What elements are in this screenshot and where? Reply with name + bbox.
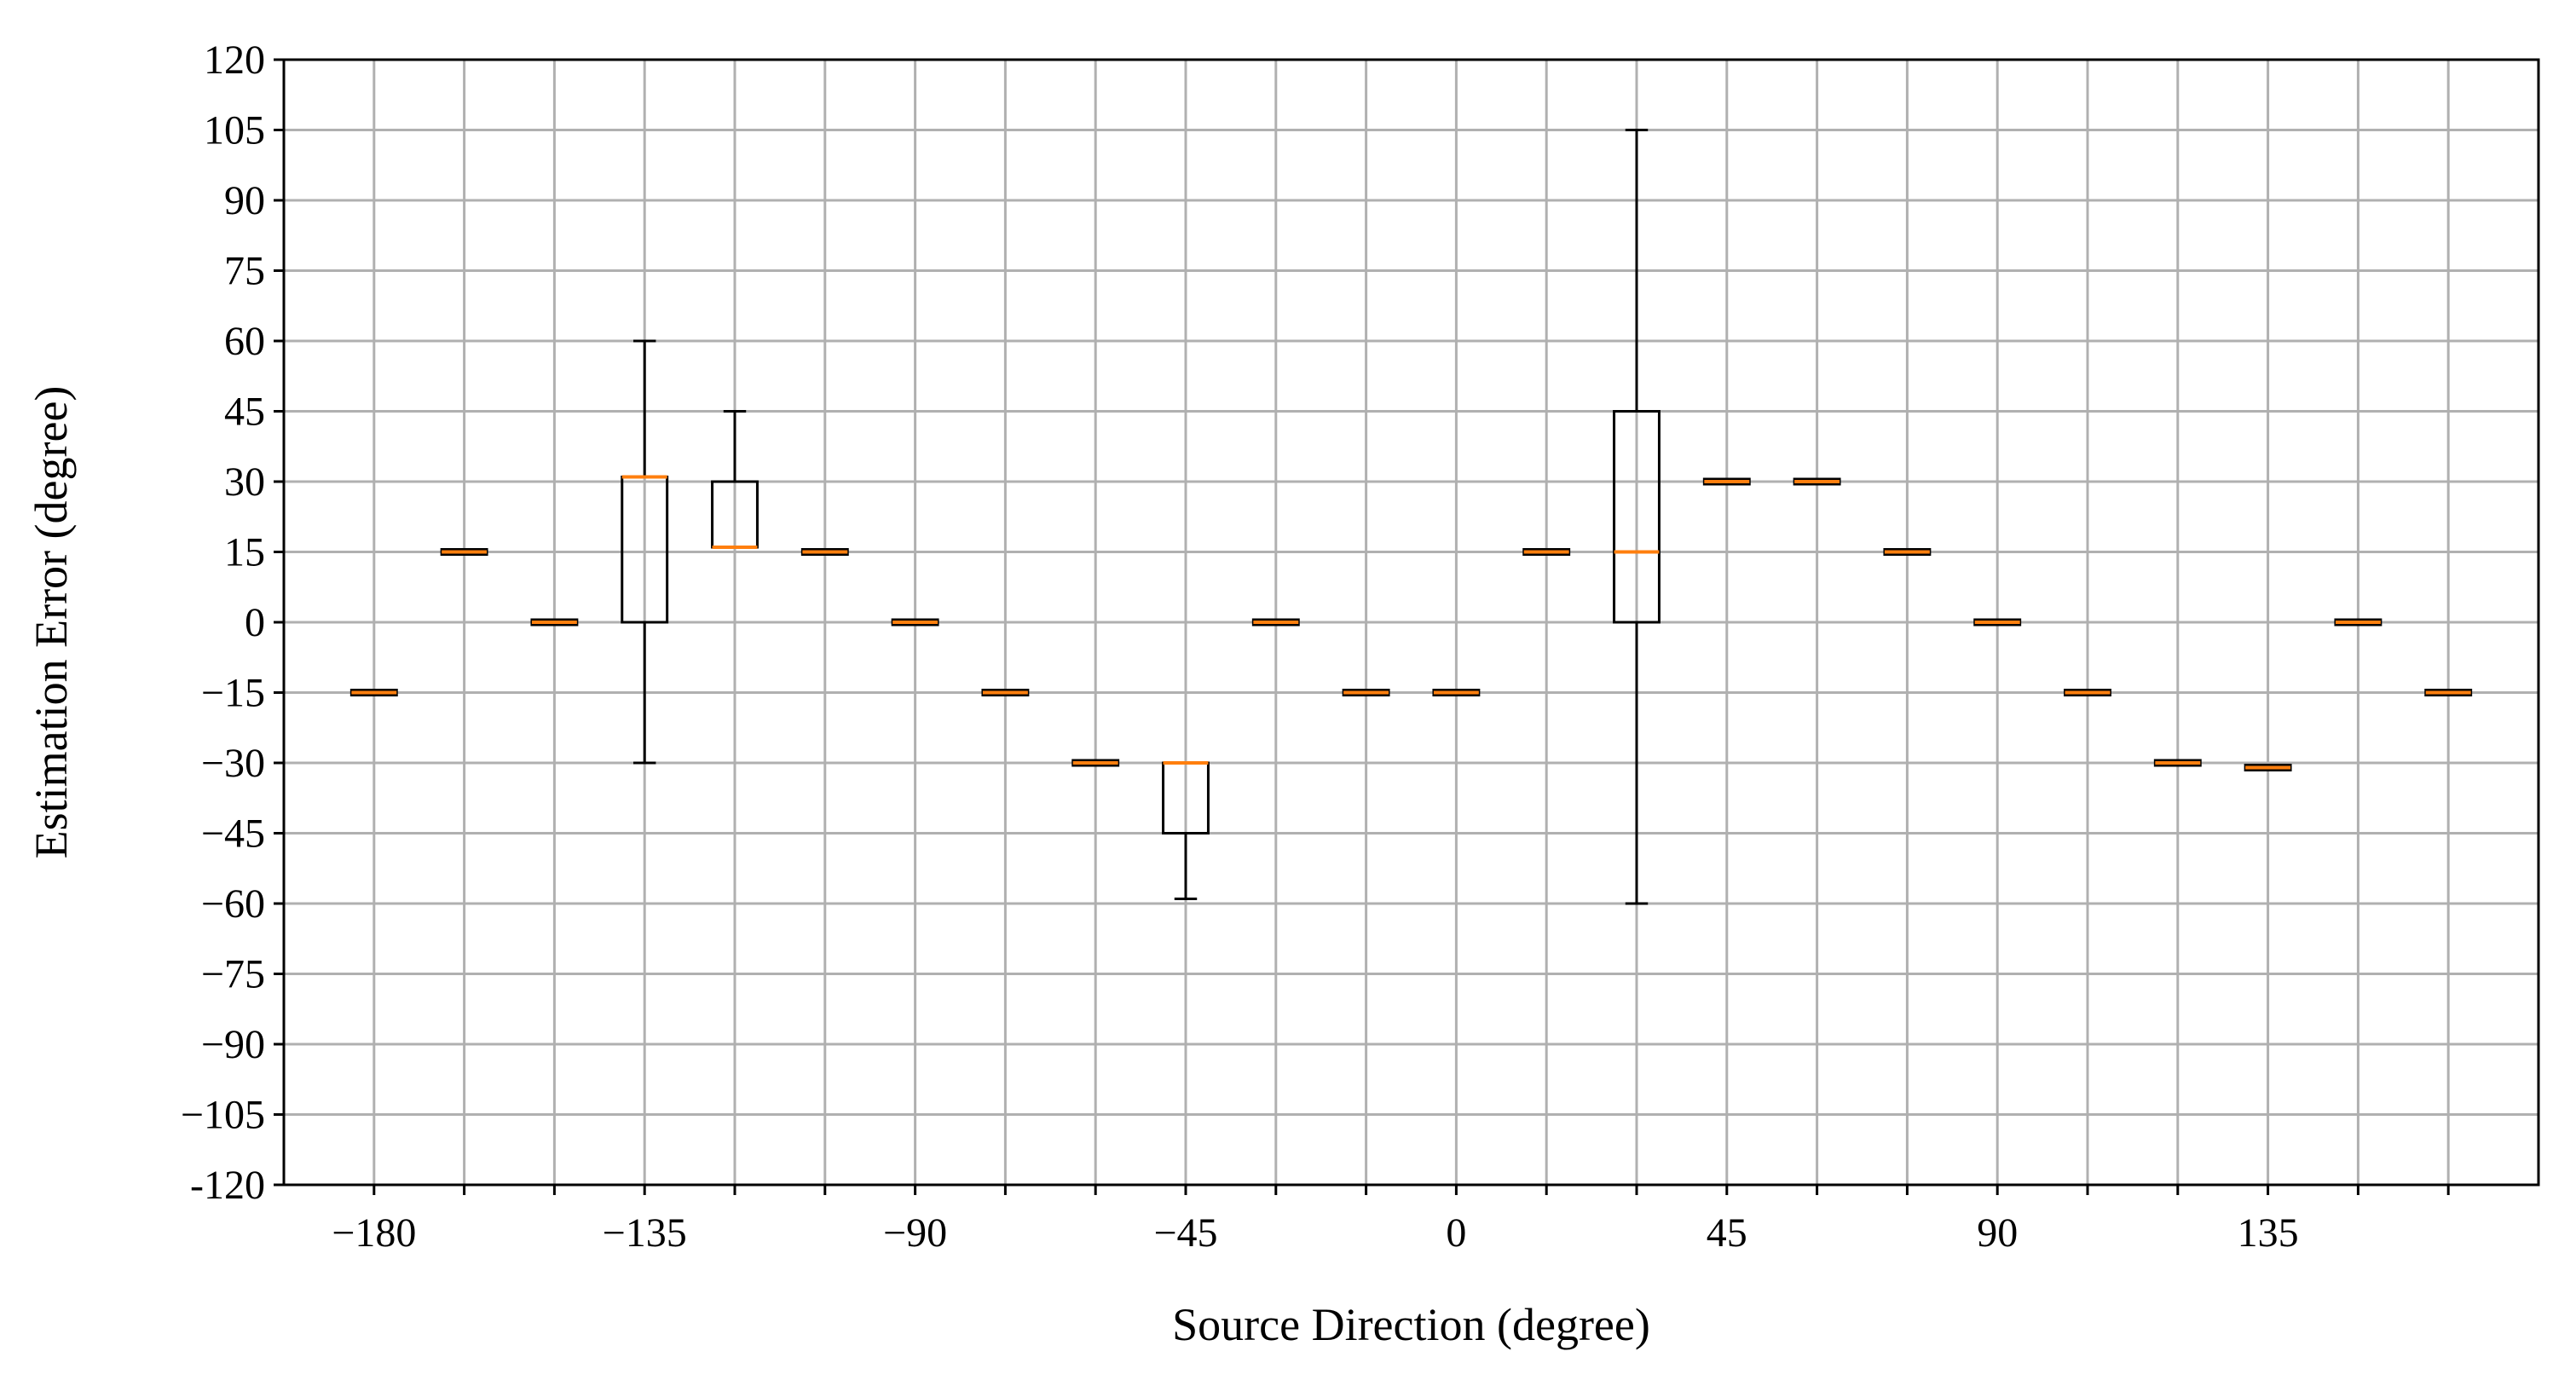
grid-lines bbox=[284, 60, 2538, 1185]
box-group bbox=[2064, 689, 2111, 696]
y-tick-label: 15 bbox=[224, 530, 265, 575]
box-group bbox=[1342, 689, 1390, 696]
box-body bbox=[1613, 410, 1661, 624]
box-group bbox=[440, 548, 488, 556]
y-tick-label: 120 bbox=[204, 38, 265, 83]
x-tick-label: −90 bbox=[883, 1210, 947, 1256]
x-tick-label: −180 bbox=[332, 1210, 416, 1256]
box-group bbox=[1793, 477, 1841, 486]
box-group bbox=[1251, 618, 1300, 627]
box-group bbox=[1522, 548, 1571, 556]
box-group bbox=[800, 548, 849, 556]
box-group bbox=[621, 339, 669, 765]
box-group bbox=[711, 410, 759, 549]
box-group bbox=[1702, 477, 1751, 486]
y-tick-label: −105 bbox=[181, 1093, 265, 1138]
y-tick-label: −60 bbox=[201, 881, 265, 927]
box-group bbox=[2334, 618, 2383, 627]
box-group bbox=[349, 689, 398, 696]
x-tick-label: −135 bbox=[603, 1210, 687, 1256]
box-group bbox=[981, 689, 1030, 696]
axis-ticks: −180 −135 −90 −45 0 45 90 135 -120 −105 −90 −75 −60 −… bbox=[181, 38, 2450, 1256]
y-tick-label: −30 bbox=[201, 741, 265, 786]
x-tick-label: −45 bbox=[1153, 1210, 1217, 1256]
box-group bbox=[1883, 548, 1932, 556]
box-group bbox=[2153, 759, 2202, 767]
y-tick-label: −15 bbox=[201, 671, 265, 716]
box-group bbox=[891, 618, 939, 627]
y-tick-label: 75 bbox=[224, 249, 265, 294]
y-tick-label: 30 bbox=[224, 459, 265, 505]
box-group bbox=[1973, 618, 2022, 627]
y-axis-title: Estimation Error (degree) bbox=[26, 386, 77, 859]
box-group bbox=[1071, 759, 1120, 767]
y-tick-label: -120 bbox=[190, 1163, 265, 1208]
y-tick-label: −75 bbox=[201, 952, 265, 997]
x-tick-label: 135 bbox=[2238, 1210, 2299, 1256]
y-tick-label: 90 bbox=[224, 178, 265, 223]
y-tick-label: 60 bbox=[224, 319, 265, 364]
box-group bbox=[2244, 764, 2292, 771]
box-group bbox=[2424, 689, 2473, 696]
x-tick-label: 45 bbox=[1707, 1210, 1747, 1256]
y-tick-label: 45 bbox=[224, 390, 265, 435]
x-axis-title: Source Direction (degree) bbox=[1172, 1299, 1650, 1350]
y-tick-label: 0 bbox=[245, 600, 265, 645]
y-tick-label: 105 bbox=[204, 108, 265, 153]
x-tick-label: 90 bbox=[1977, 1210, 2018, 1256]
box-group bbox=[1162, 761, 1210, 900]
boxes bbox=[349, 129, 2473, 905]
y-tick-label: −90 bbox=[201, 1022, 265, 1067]
x-tick-label: 0 bbox=[1446, 1210, 1466, 1256]
box-group bbox=[530, 618, 579, 627]
y-tick-label: −45 bbox=[201, 811, 265, 857]
box-group bbox=[1432, 689, 1481, 696]
box-group bbox=[1613, 129, 1661, 905]
